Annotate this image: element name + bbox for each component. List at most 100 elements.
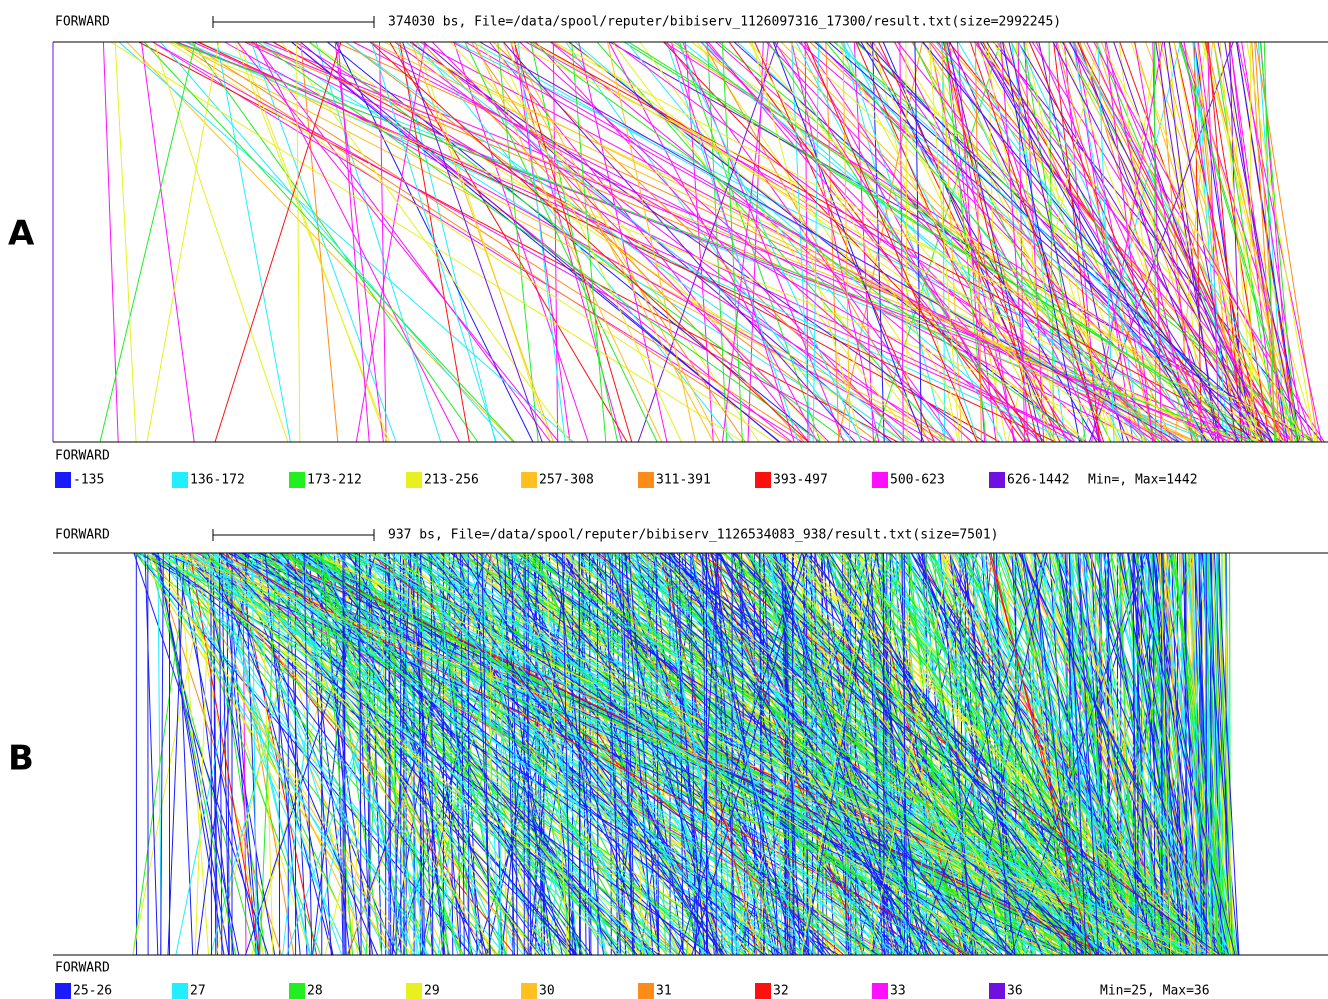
repeat-line <box>1007 41 1099 443</box>
legend-label: 136-172 <box>190 473 245 488</box>
repeat-line <box>1163 552 1192 956</box>
repeat-line <box>988 552 1098 956</box>
repeat-line <box>857 41 1272 443</box>
repeat-line <box>262 552 869 956</box>
repeat-line <box>539 552 571 956</box>
repeat-line <box>1172 552 1221 956</box>
repeat-line <box>329 552 1047 956</box>
repeat-line <box>167 552 185 956</box>
repeat-line <box>648 552 968 956</box>
repeat-line <box>765 41 1148 443</box>
repeat-line <box>369 41 810 443</box>
repeat-line <box>1022 552 1100 956</box>
repeat-line <box>1097 41 1115 443</box>
repeat-line <box>420 41 805 443</box>
repeat-line <box>444 552 915 956</box>
repeat-line <box>944 41 987 443</box>
repeat-line <box>152 552 713 956</box>
legend-label: 30 <box>539 984 555 999</box>
repeat-line <box>517 552 1229 956</box>
repeat-line <box>504 552 728 956</box>
repeat-line <box>272 41 1001 443</box>
repeat-line <box>910 552 1127 956</box>
legend-swatch <box>172 983 188 999</box>
repeat-line <box>1052 41 1263 443</box>
repeat-line <box>755 552 894 956</box>
repeat-line <box>942 41 1039 443</box>
repeat-line <box>996 41 1119 443</box>
repeat-line <box>428 552 461 956</box>
repeat-line <box>459 552 726 956</box>
legend-swatch <box>406 983 422 999</box>
repeat-line <box>749 552 939 956</box>
repeat-line <box>766 552 880 956</box>
repeat-line <box>473 552 1104 956</box>
legend-label: 28 <box>307 984 323 999</box>
repeat-line <box>1033 552 1078 956</box>
repeat-line <box>898 552 944 956</box>
repeat-line <box>291 41 781 443</box>
repeat-line <box>1251 41 1277 443</box>
repeat-line <box>914 41 922 443</box>
repeat-line <box>174 552 260 956</box>
repeat-line <box>359 552 362 956</box>
bottom-label: FORWARD <box>55 961 110 976</box>
repeat-line <box>522 552 1168 956</box>
repeat-line <box>1224 552 1232 956</box>
repeat-line <box>1216 552 1219 956</box>
repeat-line <box>856 552 910 956</box>
repeat-line <box>234 552 317 956</box>
repeat-line <box>315 41 442 443</box>
repeat-line <box>337 41 370 443</box>
repeat-line <box>578 41 668 443</box>
repeat-line <box>964 552 1144 956</box>
repeat-line <box>621 552 788 956</box>
repeat-line <box>566 41 1136 443</box>
repeat-line <box>300 41 339 443</box>
repeat-line <box>1076 41 1285 443</box>
repeat-line <box>1213 41 1278 443</box>
repeat-line <box>1123 552 1177 956</box>
repeat-line <box>705 41 1072 443</box>
repeat-line <box>528 552 567 956</box>
repeat-line <box>1183 41 1247 443</box>
repeat-line <box>1207 41 1243 443</box>
repeat-line <box>922 41 1254 443</box>
repeat-line <box>974 41 982 443</box>
repeat-line <box>816 41 1210 443</box>
repeat-line <box>1257 41 1286 443</box>
repeat-line <box>347 552 488 956</box>
legend-summary: Min=, Max=1442 <box>1088 473 1198 488</box>
repeat-line <box>1154 552 1166 956</box>
repeat-line <box>836 41 1056 443</box>
repeat-line <box>502 41 714 443</box>
repeat-line <box>304 552 741 956</box>
repeat-line <box>210 552 212 956</box>
repeat-line <box>179 552 544 956</box>
repeat-line <box>791 552 794 956</box>
repeat-line <box>716 552 738 956</box>
repeat-line <box>864 552 927 956</box>
repeat-line <box>118 41 574 443</box>
repeat-line <box>1086 41 1273 443</box>
repeat-line <box>1159 552 1172 956</box>
repeat-line <box>207 552 378 956</box>
repeat-line <box>1246 41 1316 443</box>
repeat-line <box>175 552 257 956</box>
repeat-line <box>897 41 1221 443</box>
repeat-line <box>970 552 1214 956</box>
repeat-line <box>152 41 872 443</box>
repeat-line <box>530 552 694 956</box>
repeat-line <box>390 552 725 956</box>
repeat-line <box>192 41 1088 443</box>
repeat-line <box>698 552 886 956</box>
repeat-line <box>1216 552 1234 956</box>
repeat-line <box>1025 552 1149 956</box>
repeat-line <box>754 41 935 443</box>
repeat-line <box>948 41 1015 443</box>
repeat-line <box>369 41 1075 443</box>
legend-swatch <box>989 472 1005 488</box>
repeat-line <box>255 41 460 443</box>
repeat-line <box>1055 41 1143 443</box>
repeat-line <box>165 552 506 956</box>
